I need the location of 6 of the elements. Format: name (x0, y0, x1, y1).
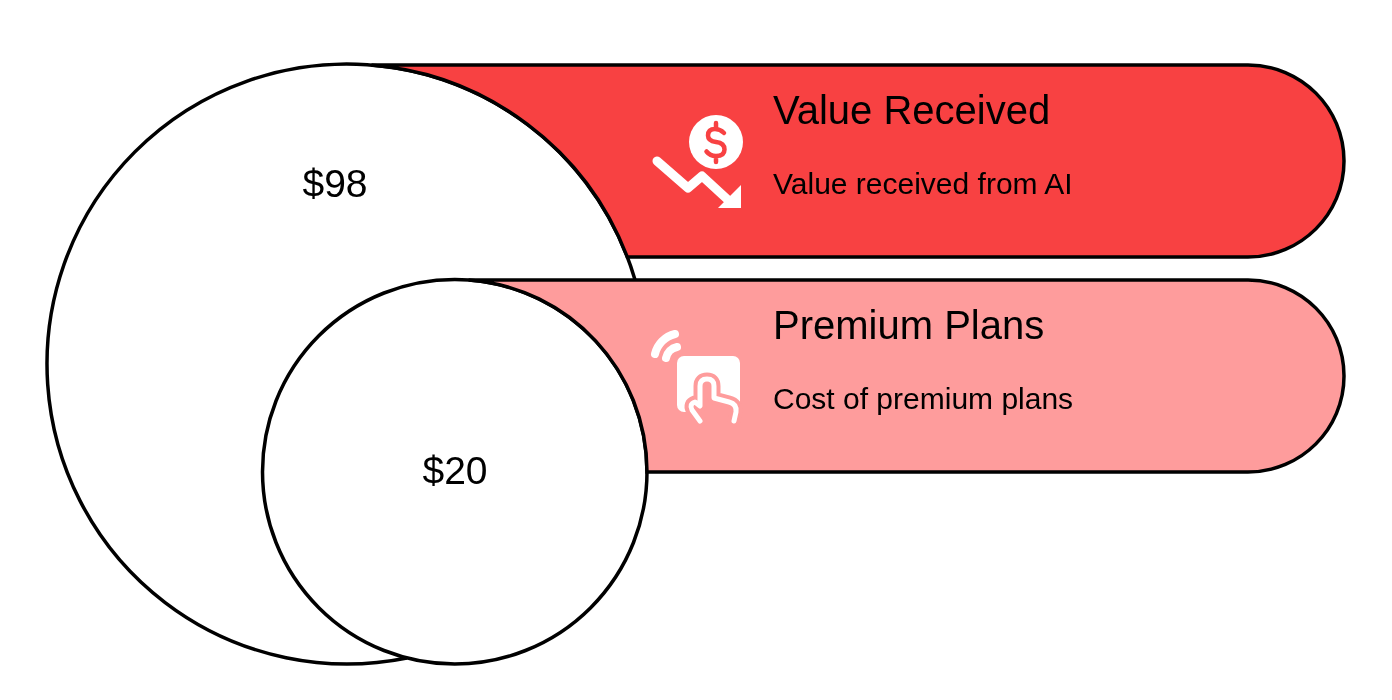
text: Value received from AI (773, 167, 1073, 200)
text: Cost of premium plans (773, 382, 1074, 415)
category-label: Value Received (773, 88, 1051, 132)
data-label: $20 (422, 449, 488, 492)
data-label: $98 (302, 162, 368, 205)
category-label: Premium Plans (773, 303, 1045, 347)
